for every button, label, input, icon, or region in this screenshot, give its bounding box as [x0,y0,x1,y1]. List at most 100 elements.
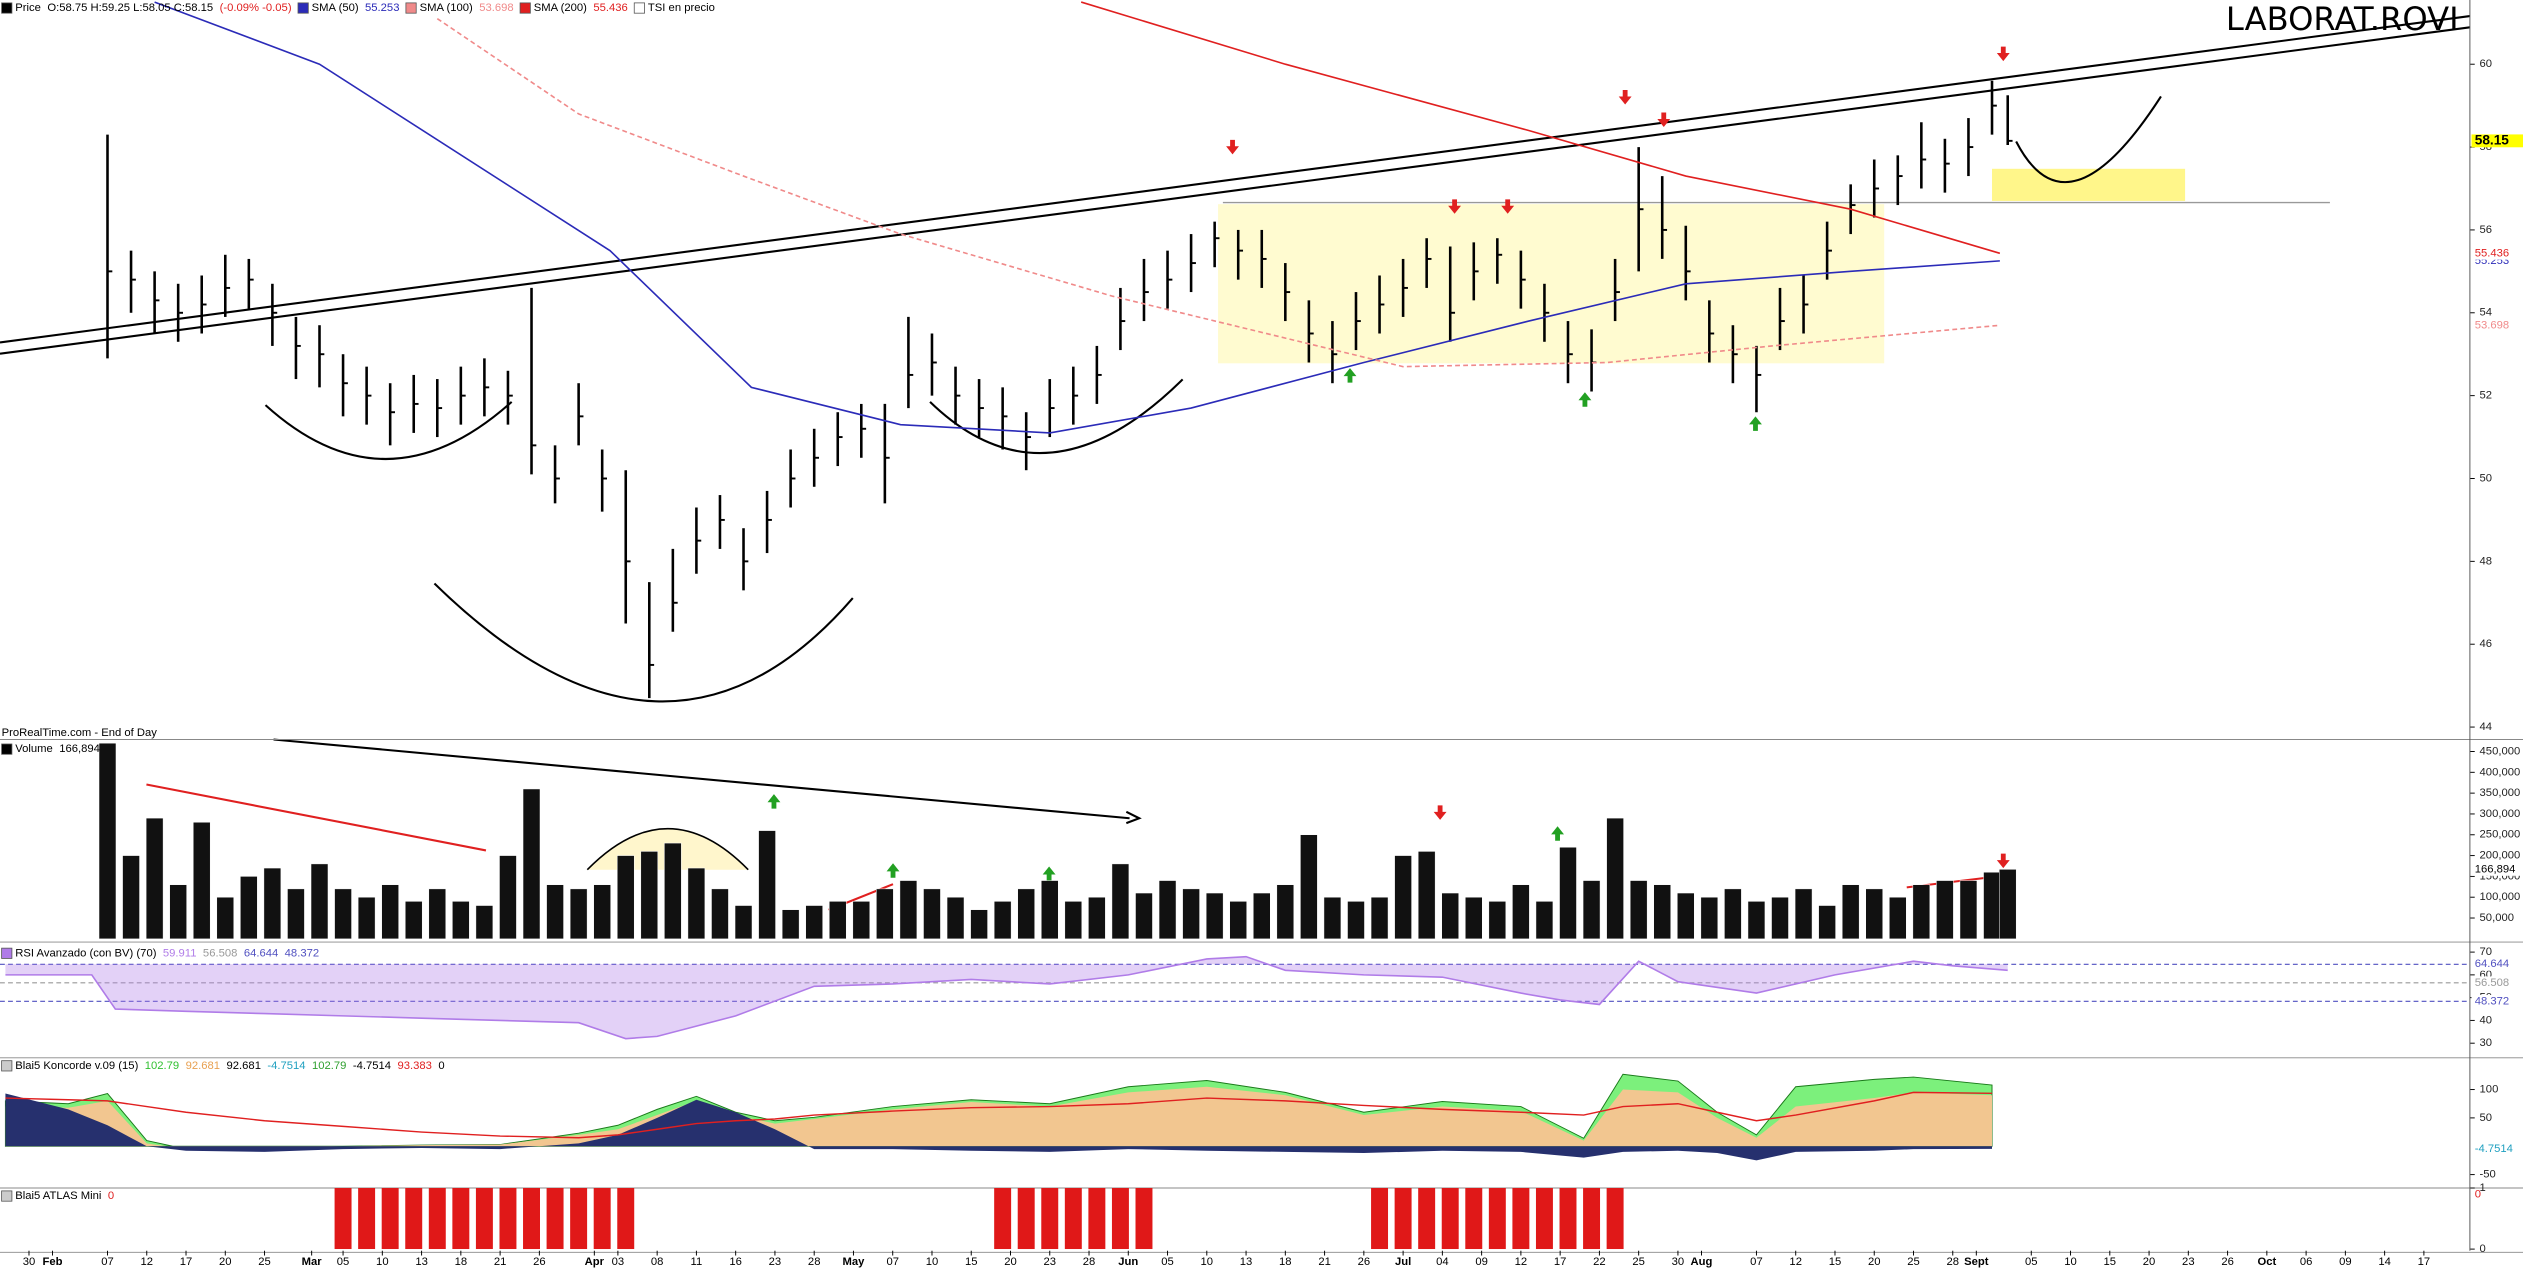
bar [876,888,894,939]
bar [1253,892,1271,939]
line [5,1091,1993,1139]
bar [1606,1188,1624,1250]
legend-text: 102.79 [145,1060,179,1072]
x-tick-label: 05 [2025,1256,2038,1268]
legend-text: 55.436 [593,2,627,14]
bar [475,905,494,939]
legend-swatch [297,2,309,14]
rsi-line [5,955,2008,1040]
bar [1394,855,1412,939]
down-arrow [1618,90,1632,105]
panel-3 [4,1073,1993,1161]
x-tick-label: 20 [1004,1256,1017,1268]
x-tick-label: 26 [533,1256,546,1268]
bar [1606,817,1624,939]
bar [1135,1188,1153,1250]
x-tick-label: 21 [494,1256,507,1268]
x-tick-label: 26 [2221,1256,2234,1268]
axis-value-label: 55.253 [2475,255,2509,267]
sma-line [154,1,2000,434]
legend-text: SMA (50) [312,2,359,14]
axis-value-box [2471,246,2523,260]
bar [805,905,823,939]
legend-text: 166,894 [59,743,100,755]
up-arrow [1749,416,1762,431]
down-arrow [1433,805,1447,820]
x-tick-label: 05 [1161,1256,1174,1268]
bar [829,901,847,939]
x-tick-label: May [843,1256,866,1268]
axis-value-label: 53.698 [2475,319,2509,331]
bar [1559,847,1577,939]
legend-text: O:58.75 H:59.25 L:58.05 C:58.15 [47,2,213,14]
bar [1371,1188,1389,1250]
bar [1229,901,1247,939]
x-tick-label: 30 [1672,1256,1685,1268]
bar [734,905,753,939]
y-tick-label: 50 [2480,1112,2493,1124]
axis-value-box [2471,957,2523,971]
x-tick-label: 12 [1789,1256,1802,1268]
x-tick-label: 20 [1868,1256,1881,1268]
legend-text: 56.508 [203,947,237,959]
bar [310,863,329,939]
x-tick-label: 28 [1946,1256,1959,1268]
legend-text: -4.7514 [353,1060,391,1072]
bar [1323,896,1342,939]
sma-line [1080,1,2001,255]
bar [405,901,423,939]
x-tick-label: 13 [415,1256,428,1268]
bar [1417,851,1436,939]
bar [1724,888,1742,939]
bar [1182,888,1200,939]
legend-text: 59.911 [163,947,197,959]
chart-title: LABORAT.ROVI [2226,0,2459,38]
axis-value-box [2471,862,2523,876]
bar [1889,896,1907,939]
area [5,1093,1993,1161]
axis-value-box [2471,976,2523,990]
bar [993,901,1012,939]
x-tick-label: 15 [1829,1256,1842,1268]
axis-value-box [2471,1142,2523,1156]
x-tick-label: 21 [1318,1256,1331,1268]
axis-value-label: 48.372 [2475,995,2509,1007]
bar [381,884,399,939]
x-tick-label: Mar [302,1256,323,1268]
bar [1936,880,1954,939]
bar [1465,1188,1483,1250]
bar [758,830,776,939]
bar [570,1188,588,1250]
y-tick-label: 50 [2480,472,2493,484]
bar [1912,884,1931,939]
bar [1771,896,1789,939]
bar [145,817,164,939]
bar [569,888,588,939]
x-tick-label: 28 [1083,1256,1096,1268]
up-arrow [886,863,900,878]
x-tick-label: 16 [729,1256,742,1268]
x-tick-label: Jul [1395,1256,1411,1268]
x-tick-label: 18 [455,1256,468,1268]
x-tick-label: 25 [1907,1256,1920,1268]
x-tick-label: 23 [1043,1256,1056,1268]
axis-value-label: -4.7514 [2475,1143,2513,1155]
bar [1794,888,1813,939]
up-arrow [1042,866,1056,881]
trend-line [0,26,2471,355]
bar [499,1188,517,1250]
y-tick-label: 450,000 [2480,745,2521,757]
legend-text: 0 [438,1060,444,1072]
up-arrow [1343,368,1357,383]
bar [970,909,988,939]
up-arrow [1578,392,1592,407]
y-tick-label: 60 [2480,969,2493,981]
y-tick-label: 0 [2480,1243,2486,1255]
x-tick-label: 11 [691,1256,703,1268]
x-tick-label: 18 [1279,1256,1292,1268]
bar [263,867,282,939]
arrow-head [1125,810,1142,825]
bar [452,1188,470,1250]
x-tick-label: 14 [2378,1256,2391,1268]
